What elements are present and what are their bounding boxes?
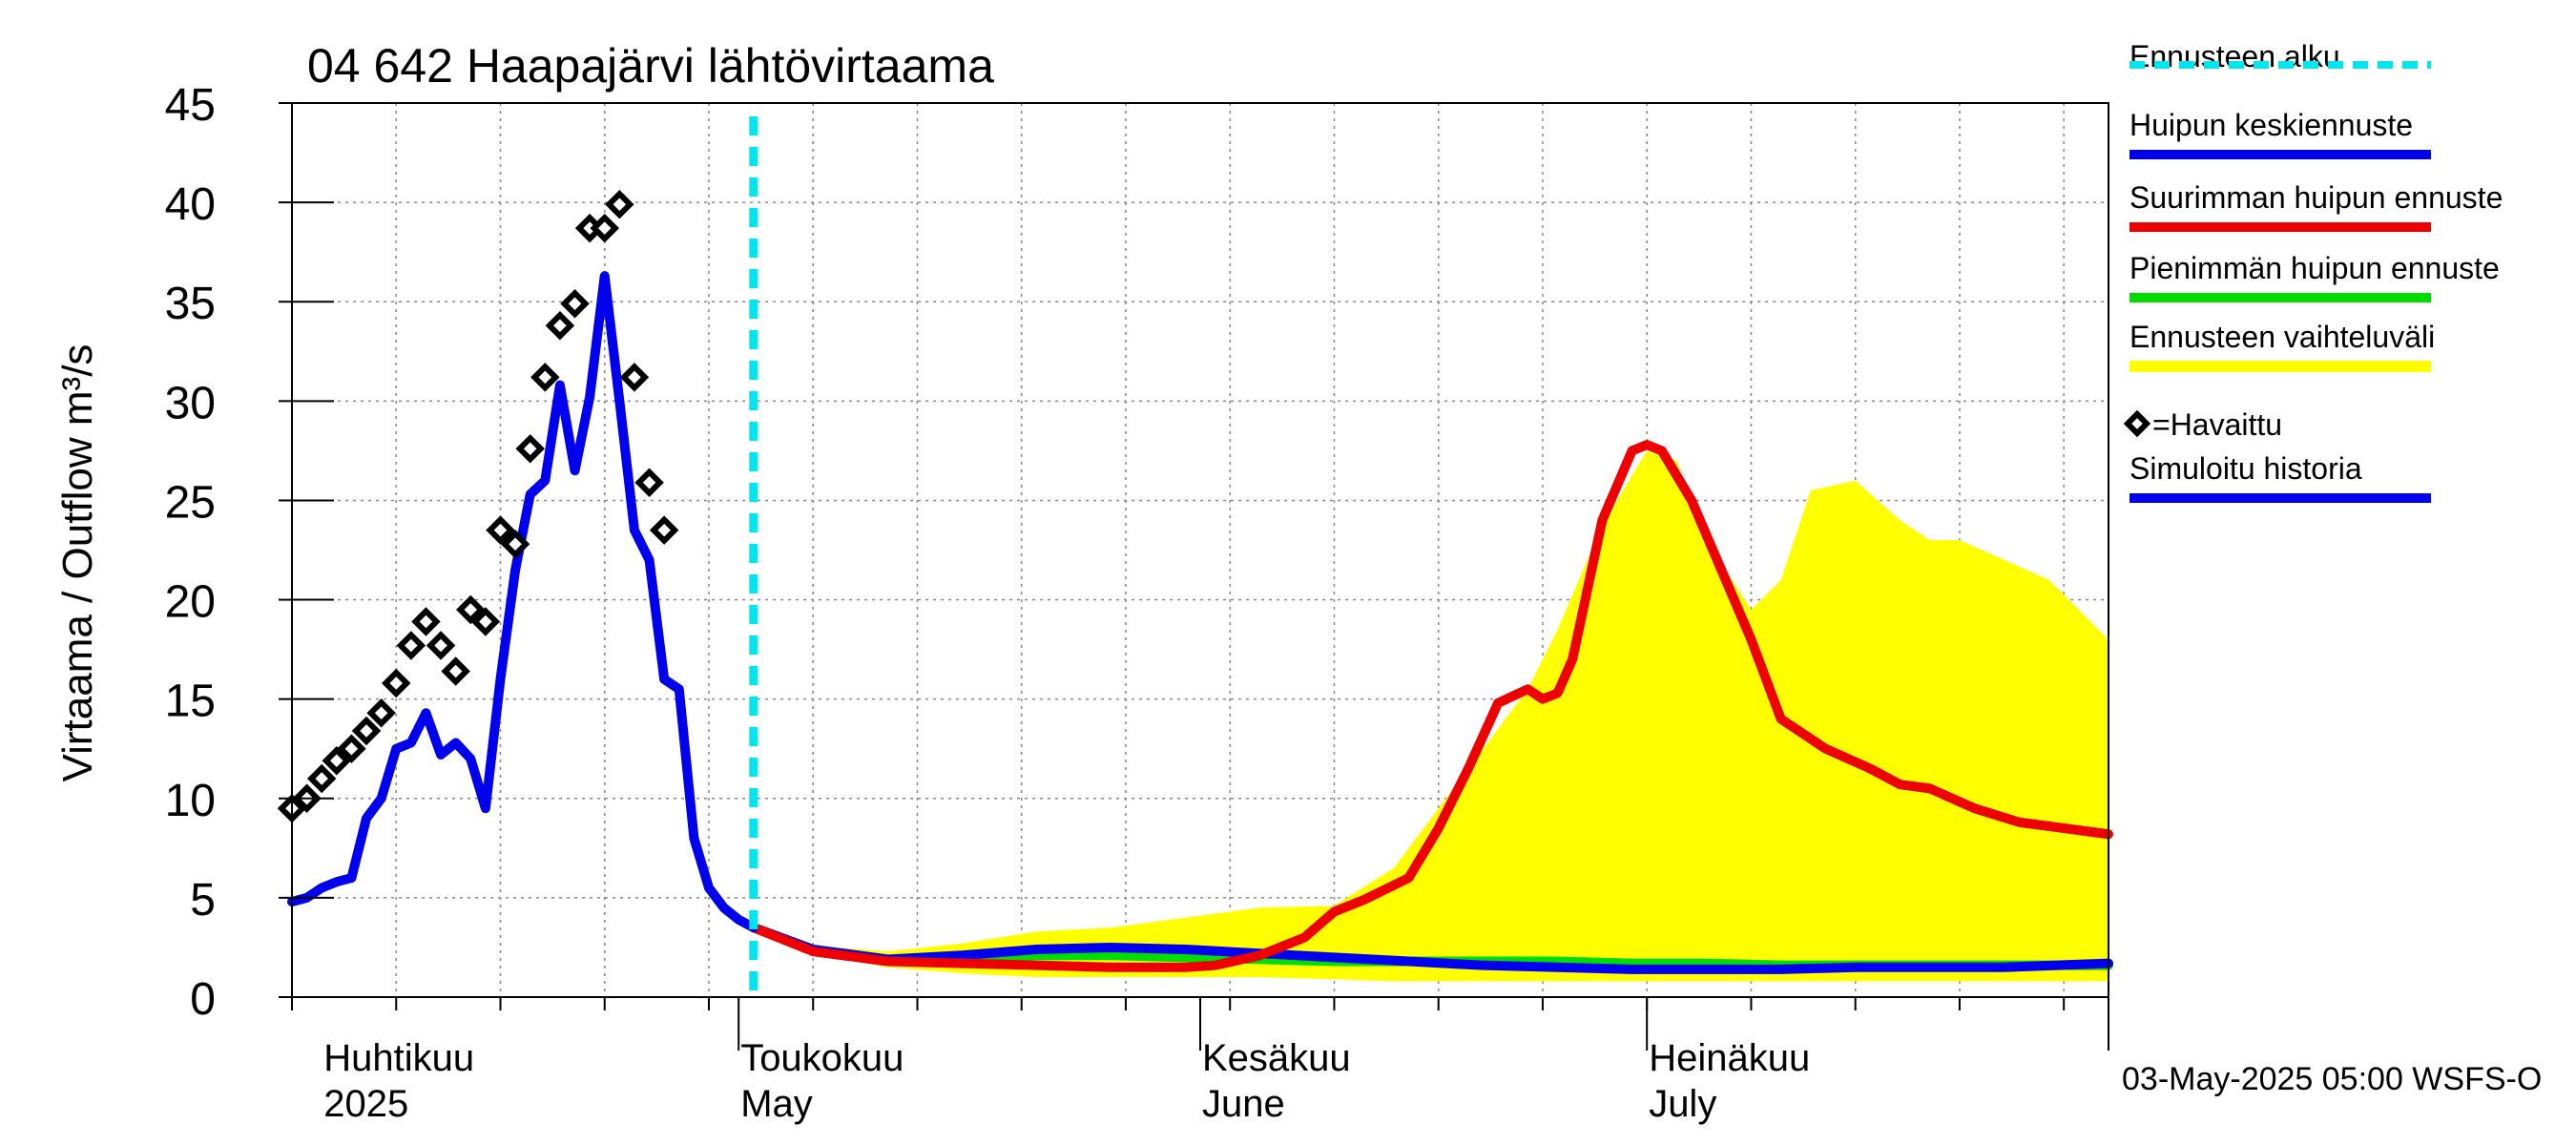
- y-tick-label: 45: [165, 80, 216, 131]
- legend-label: Huipun keskiennuste: [2129, 108, 2413, 142]
- x-month-sublabel: 2025: [323, 1083, 408, 1125]
- observed-point: [619, 363, 650, 392]
- x-month-label: Huhtikuu: [323, 1037, 474, 1079]
- legend-label: =Havaittu: [2152, 407, 2282, 442]
- y-tick-label: 40: [165, 179, 216, 230]
- observed-point: [396, 631, 426, 660]
- observed-point: [470, 607, 501, 636]
- observed-point: [306, 763, 337, 794]
- observed-point: [351, 716, 382, 746]
- observed-point: [426, 631, 456, 660]
- observed-point: [649, 515, 679, 545]
- y-tick-label: 15: [165, 677, 216, 727]
- observed-point: [441, 656, 470, 686]
- legend-marker-observed: [2123, 409, 2151, 438]
- observed-point: [456, 594, 486, 625]
- footer-timestamp: 03-May-2025 05:00 WSFS-O: [2122, 1061, 2542, 1097]
- observed-point: [590, 213, 619, 243]
- forecast-band: [753, 450, 2109, 982]
- chart-title: 04 642 Haapajärvi lähtövirtaama: [307, 39, 994, 93]
- legend-label: Simuloitu historia: [2129, 451, 2362, 486]
- observed-point: [545, 310, 575, 341]
- x-month-sublabel: June: [1202, 1083, 1285, 1125]
- observed-point: [322, 745, 352, 776]
- legend-label: Pienimmän huipun ennuste: [2129, 251, 2500, 285]
- simulated-history-line: [287, 271, 758, 933]
- observed-markers: [277, 189, 679, 823]
- mean-forecast-line: [748, 923, 2113, 974]
- y-tick-label: 35: [165, 279, 216, 329]
- series-group: [287, 271, 2113, 974]
- axes: 051015202530354045Huhtikuu2025ToukokuuMa…: [165, 80, 2109, 1125]
- legend-label: Ennusteen vaihteluväli: [2129, 320, 2435, 354]
- observed-point: [515, 434, 545, 464]
- y-tick-label: 30: [165, 378, 216, 428]
- x-month-label: Toukokuu: [740, 1037, 904, 1079]
- x-month-sublabel: July: [1649, 1083, 1716, 1125]
- observed-point: [366, 697, 396, 728]
- y-axis-label: Virtaama / Outflow m³/s: [54, 344, 101, 782]
- y-tick-label: 10: [165, 776, 216, 826]
- x-month-label: Heinäkuu: [1649, 1037, 1810, 1079]
- observed-point: [337, 734, 366, 763]
- max-forecast-line: [748, 440, 2113, 972]
- observed-point: [411, 607, 441, 636]
- x-month-label: Kesäkuu: [1202, 1037, 1351, 1079]
- observed-point: [560, 289, 590, 319]
- observed-point: [530, 363, 560, 392]
- observed-point: [500, 530, 530, 559]
- y-tick-label: 0: [190, 974, 216, 1025]
- observed-point: [634, 468, 664, 497]
- x-month-sublabel: May: [740, 1083, 813, 1125]
- observed-point: [605, 189, 634, 219]
- legend-label: Suurimman huipun ennuste: [2129, 180, 2503, 215]
- observed-point: [382, 668, 411, 698]
- y-tick-label: 5: [190, 875, 216, 926]
- y-tick-label: 20: [165, 577, 216, 628]
- observed-point: [486, 515, 515, 545]
- y-tick-label: 25: [165, 477, 216, 528]
- forecast-band-area: [753, 450, 2109, 982]
